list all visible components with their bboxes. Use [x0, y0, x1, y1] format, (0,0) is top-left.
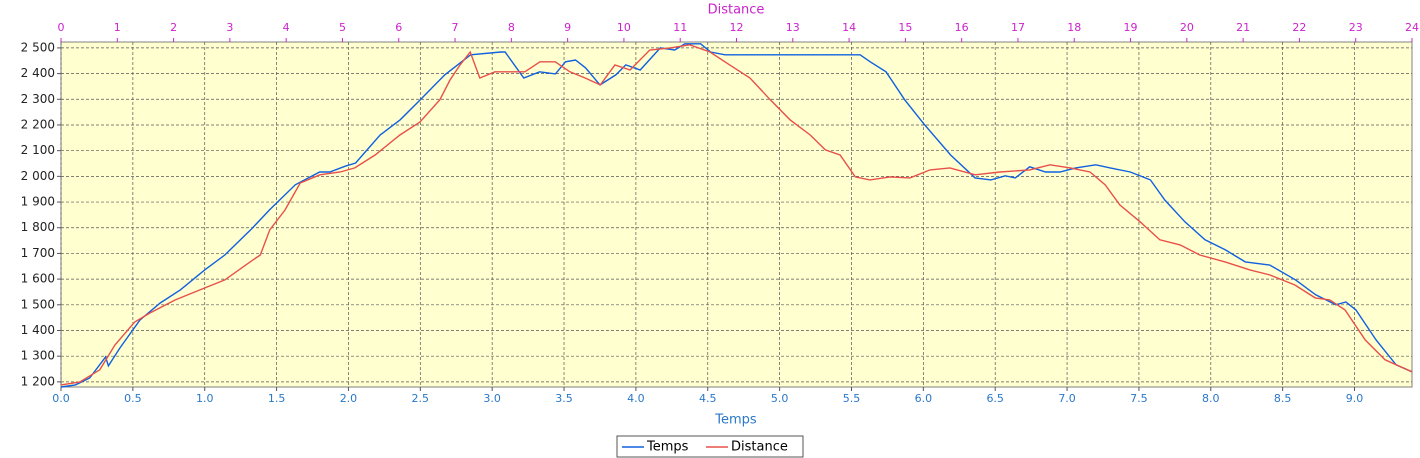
y-tick-label: 1 600	[21, 272, 55, 286]
y-tick-label: 2 500	[21, 40, 55, 54]
x2-tick-label: 3	[226, 21, 233, 34]
x-tick-label: 7.0	[1058, 392, 1076, 405]
x-tick-label: 0.0	[52, 392, 70, 405]
x2-tick-label: 2	[170, 21, 177, 34]
legend-label: Distance	[731, 440, 788, 455]
y-tick-label: 1 500	[21, 297, 55, 311]
x-tick-label: 8.5	[1274, 392, 1292, 405]
x2-tick-label: 24	[1405, 21, 1419, 34]
y-tick-label: 2 000	[21, 169, 55, 183]
x2-tick-label: 5	[339, 21, 346, 34]
x-tick-label: 2.0	[340, 392, 358, 405]
x-tick-label: 3.5	[555, 392, 573, 405]
x2-tick-label: 10	[617, 21, 631, 34]
legend-label: Temps	[646, 440, 689, 455]
x2-tick-label: 22	[1292, 21, 1306, 34]
y-tick-label: 2 100	[21, 143, 55, 157]
x-tick-label: 5.5	[843, 392, 861, 405]
x-tick-label: 0.5	[124, 392, 142, 405]
x2-tick-label: 15	[898, 21, 912, 34]
y-tick-label: 2 300	[21, 92, 55, 106]
x2-tick-label: 8	[508, 21, 515, 34]
x-tick-label: 2.5	[412, 392, 430, 405]
y-tick-label: 1 900	[21, 195, 55, 209]
y-tick-label: 1 800	[21, 220, 55, 234]
x-tick-label: 5.0	[771, 392, 789, 405]
x2-tick-label: 12	[730, 21, 744, 34]
y-tick-label: 2 400	[21, 66, 55, 80]
plot-area	[60, 41, 1413, 388]
x2-tick-label: 16	[955, 21, 969, 34]
x-tick-label: 9.0	[1346, 392, 1364, 405]
y-tick-label: 1 200	[21, 374, 55, 388]
x-tick-label: 3.0	[483, 392, 501, 405]
x-tick-label: 1.5	[268, 392, 286, 405]
x2-tick-label: 6	[395, 21, 402, 34]
x-tick-label: 4.5	[699, 392, 717, 405]
x2-tick-label: 20	[1180, 21, 1194, 34]
x2-tick-label: 19	[1124, 21, 1138, 34]
x2-tick-label: 17	[1011, 21, 1025, 34]
x-tick-label: 7.5	[1130, 392, 1148, 405]
x-tick-label: 1.0	[196, 392, 214, 405]
x2-tick-label: 14	[842, 21, 856, 34]
y-tick-label: 1 300	[21, 349, 55, 363]
x2-tick-label: 23	[1349, 21, 1363, 34]
x2-tick-label: 0	[58, 21, 65, 34]
x-axis-title: Temps	[714, 413, 757, 428]
x2-axis-title: Distance	[708, 3, 765, 18]
y-tick-label: 2 200	[21, 117, 55, 131]
x2-tick-label: 18	[1067, 21, 1081, 34]
x2-tick-label: 13	[786, 21, 800, 34]
x-tick-label: 6.5	[986, 392, 1004, 405]
x2-tick-label: 4	[283, 21, 290, 34]
x2-tick-label: 1	[114, 21, 121, 34]
series-line	[60, 44, 1413, 386]
x-tick-label: 4.0	[627, 392, 645, 405]
x-tick-label: 6.0	[915, 392, 933, 405]
x2-tick-label: 9	[564, 21, 571, 34]
x2-tick-label: 21	[1236, 21, 1250, 34]
x2-tick-label: 7	[452, 21, 459, 34]
x-tick-label: 8.0	[1202, 392, 1220, 405]
y-tick-label: 1 700	[21, 246, 55, 260]
x2-tick-label: 11	[673, 21, 687, 34]
y-tick-label: 1 400	[21, 323, 55, 337]
